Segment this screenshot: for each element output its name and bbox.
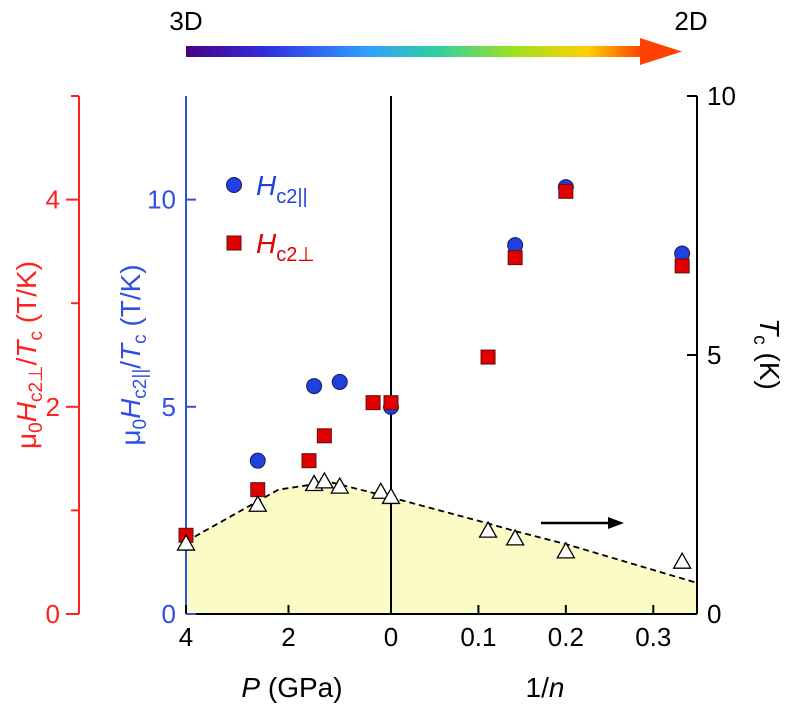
hc2-parallel-point [331,373,348,390]
tc-point [556,541,576,559]
tc-point [478,520,498,538]
x-tick-label: 2 [281,622,295,652]
x-tick-label: 0.1 [460,622,496,652]
right-tick-label: 0 [707,599,721,629]
hc2-perp-point [480,349,496,365]
right-axis-arrow [541,517,624,529]
legend-label-hc2-perp: Hc2⊥ [256,228,315,266]
tc-point [381,487,401,505]
hc2-perp-point [558,183,574,199]
right-tick-label: 10 [707,81,736,111]
tc-shaded-region [186,481,697,614]
tc-point [672,551,692,569]
x-tick-label: 0 [384,622,398,652]
x-tick-label: 0.3 [635,622,671,652]
hc2-parallel-point [249,452,266,469]
tc-point [505,528,525,546]
hc2-perp-point [250,482,266,498]
gradient-arrowhead [640,38,682,65]
hc2-perp-point [507,250,523,266]
dimensionality-arrow: 3D 2D [169,6,708,65]
left-red-tick-label: 0 [46,599,60,629]
tc-point [314,471,334,489]
right-tick-label: 5 [707,340,721,370]
left-blue-tick-label: 0 [162,599,176,629]
legend-marker-hc2-perp [226,235,242,251]
left-red-tick-label: 2 [46,392,60,422]
hc2-perp-point [316,428,332,444]
hc2-parallel-point [306,378,323,395]
x-axis-label-pressure: P (GPa) [241,672,342,703]
left-red-tick-label: 4 [46,185,60,215]
tc-point [176,533,196,551]
label-2d: 2D [674,6,707,36]
legend-marker-hc2-parallel [226,177,242,193]
x-tick-label: 0.2 [548,622,584,652]
x-tick-label: 4 [179,622,193,652]
legend-label-hc2-parallel: Hc2|| [256,170,308,208]
hc2-perp-point [674,258,690,274]
hc2-perp-point [365,395,381,411]
hc2-perp-point [383,395,399,411]
left-blue-tick-label: 10 [147,185,176,215]
tc-point [371,481,391,499]
data-markers [176,179,692,569]
hc2-perp-point [301,453,317,469]
tc-point [248,494,268,512]
y-axis-label-hc2-parallel: μ0Hc2||/Tc (T/K) [115,264,151,445]
y-axis-label-tc: Tc (K) [749,318,785,390]
tc-point [330,476,350,494]
tc-dashed-line [185,480,698,584]
left-blue-tick-label: 5 [162,392,176,422]
legend: Hc2|| Hc2⊥ [226,170,315,266]
y-axis-label-hc2-perp: μ0Hc2⊥/Tc (T/K) [11,261,47,449]
label-3d: 3D [169,6,202,36]
x-axis-label-inverse-n: 1/n [526,672,565,703]
gradient-bar [186,46,642,57]
